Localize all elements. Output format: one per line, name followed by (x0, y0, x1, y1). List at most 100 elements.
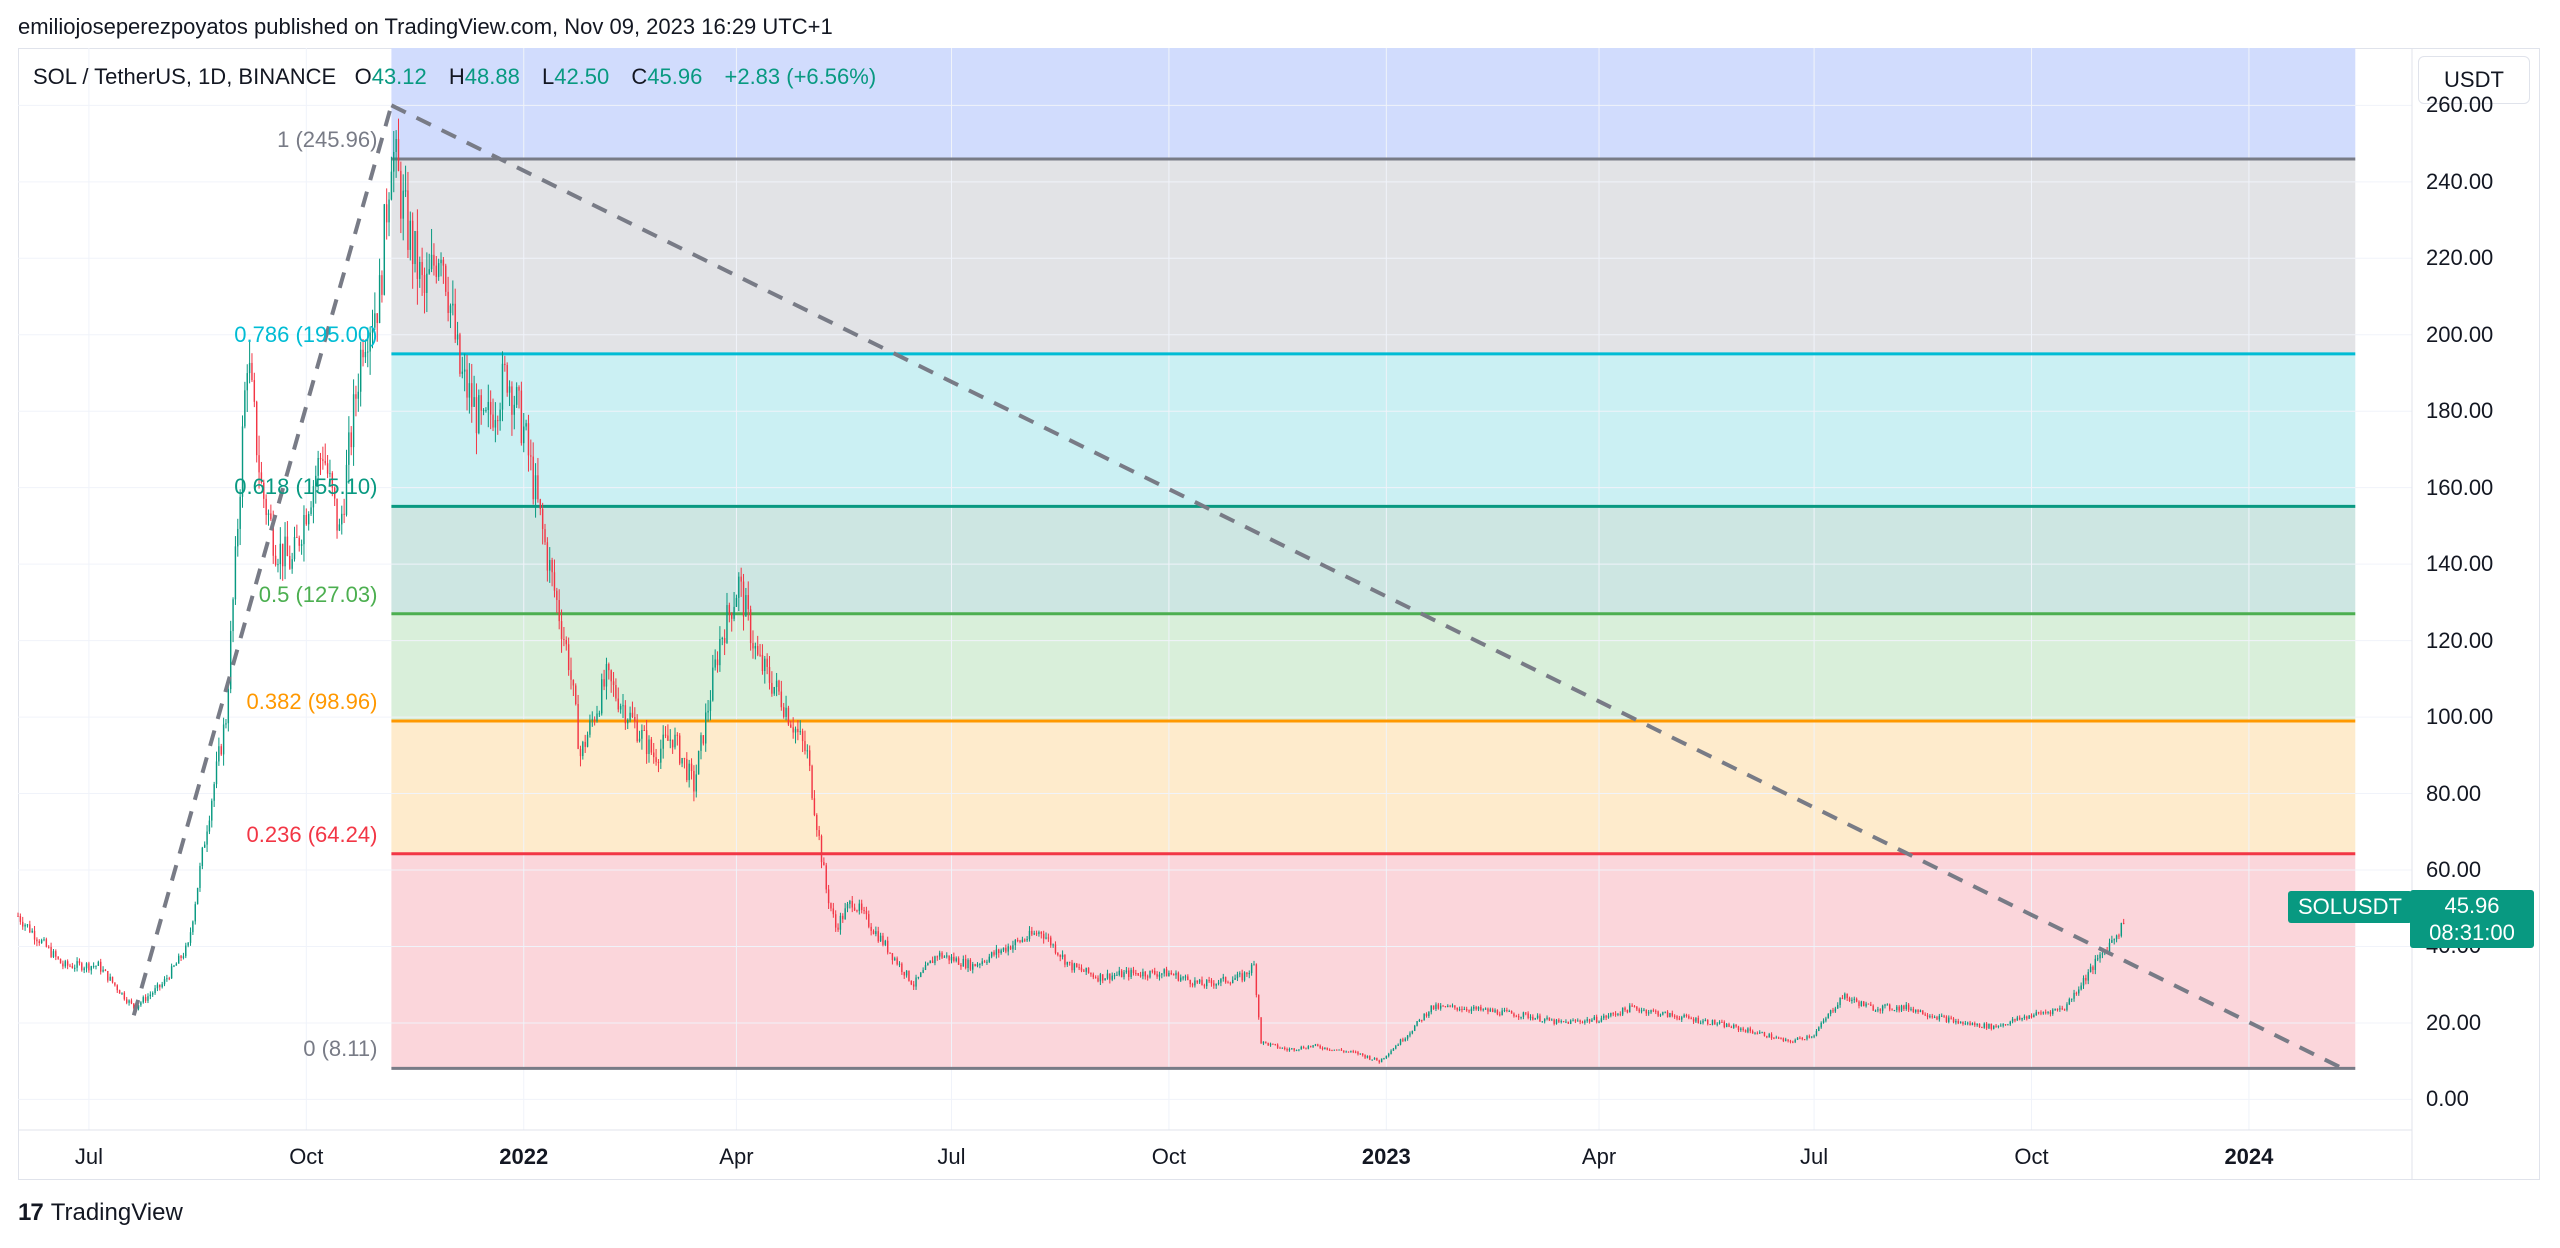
candle-body (435, 265, 438, 277)
fib-zone (391, 613, 2356, 722)
candle-body (1352, 1051, 1354, 1053)
candle-body (2075, 992, 2078, 994)
candle-body (508, 386, 511, 393)
candle-body (409, 220, 412, 250)
candle-body (1709, 1024, 1711, 1026)
candle-body (1024, 939, 1026, 941)
candle-body (771, 682, 773, 694)
candle-body (1785, 1039, 1787, 1041)
candle-body (1652, 1010, 1655, 1012)
candle-body (773, 687, 775, 694)
fib-zone (391, 353, 2356, 507)
candle-body (322, 459, 324, 461)
time-tick-label: Apr (1581, 1144, 1617, 1169)
symbol-label[interactable]: SOL / TetherUS, 1D, BINANCE (33, 64, 337, 89)
candle-body (1333, 1049, 1336, 1051)
candle-body (1898, 1006, 1900, 1011)
candle-body (1465, 1008, 1468, 1011)
candle-body (943, 956, 946, 958)
candle-body (1163, 969, 1165, 974)
candle-body (853, 907, 856, 911)
price-tick-label: 100.00 (2426, 704, 2494, 730)
candle-body (1054, 944, 1057, 953)
candle-body (1019, 940, 1021, 942)
candle-body (298, 537, 300, 546)
brand-name[interactable]: TradingView (50, 1199, 183, 1226)
time-tick-label: Apr (719, 1144, 754, 1169)
candle-body (960, 964, 962, 967)
fib-zone (391, 159, 2356, 354)
candle-body (400, 170, 402, 219)
candle-body (1565, 1021, 1567, 1023)
candle-body (2068, 999, 2071, 1005)
candle-body (1612, 1013, 1614, 1015)
candle-body (702, 735, 705, 744)
candle-body (1314, 1044, 1317, 1046)
symbol-price-tag: SOLUSDT (2288, 891, 2412, 923)
candle-body (2035, 1012, 2037, 1016)
candle-body (1399, 1039, 1402, 1045)
candle-body (137, 1005, 140, 1009)
candle-body (1187, 976, 1189, 980)
candle-body (1761, 1032, 1763, 1034)
candle-body (1241, 973, 1243, 981)
currency-button[interactable]: USDT (2418, 56, 2530, 104)
candle-body (1050, 937, 1052, 946)
candle-body (1364, 1055, 1366, 1058)
candle-body (1258, 994, 1260, 1018)
candle-body (471, 383, 473, 407)
candle-body (2082, 977, 2085, 986)
footer: 17 TradingView (18, 1199, 183, 1227)
candle-body (1751, 1031, 1754, 1034)
ohlc-legend[interactable]: SOL / TetherUS, 1D, BINANCE O43.12 H48.8… (33, 64, 876, 90)
fib-level-label: 0.618 (155.10) (234, 474, 378, 500)
candle-body (745, 595, 747, 617)
candle-body (76, 961, 78, 968)
candle-body (799, 731, 801, 733)
candle-body (733, 606, 735, 619)
candle-body (326, 463, 329, 474)
candle-body (1319, 1045, 1321, 1048)
candle-body (104, 969, 107, 972)
candle-body (1775, 1037, 1777, 1039)
candle-body (1184, 976, 1187, 978)
candle-body (586, 734, 589, 747)
candle-body (839, 915, 842, 930)
price-tick-label: 120.00 (2426, 627, 2494, 653)
candle-body (1458, 1009, 1461, 1011)
candle-body (527, 423, 530, 456)
candle-body (234, 546, 237, 600)
fib-level-lines (391, 157, 2356, 1070)
candle-body (482, 410, 485, 412)
candle-body (440, 259, 442, 264)
candle-body (759, 654, 761, 656)
candle-body (222, 724, 225, 755)
candle-body (2047, 1011, 2049, 1013)
candle-body (1643, 1009, 1645, 1011)
candle-body (1380, 1058, 1383, 1063)
candle-body (929, 960, 931, 964)
tradingview-logo-icon[interactable]: 17 (18, 1199, 44, 1226)
candle-body (1614, 1013, 1617, 1015)
candle-body (577, 704, 579, 749)
candle-body (1522, 1012, 1525, 1017)
candle-body (1432, 1005, 1435, 1010)
candle-body (213, 784, 215, 801)
candle-body (1491, 1009, 1494, 1012)
candle-body (2066, 1004, 2068, 1010)
candle-body (2016, 1017, 2019, 1021)
candle-body (1520, 1016, 1522, 1018)
candle-body (865, 910, 868, 915)
candle-body (1929, 1016, 1931, 1018)
candle-body (1527, 1013, 1529, 1018)
candle-body (714, 659, 716, 668)
candle-body (1787, 1039, 1789, 1041)
candle-body (1690, 1018, 1692, 1020)
candle-body (1149, 970, 1151, 978)
candle-body (201, 847, 204, 867)
candle-body (844, 908, 846, 920)
candle-body (385, 204, 388, 223)
candle-body (764, 658, 766, 672)
candle-body (1496, 1010, 1499, 1015)
